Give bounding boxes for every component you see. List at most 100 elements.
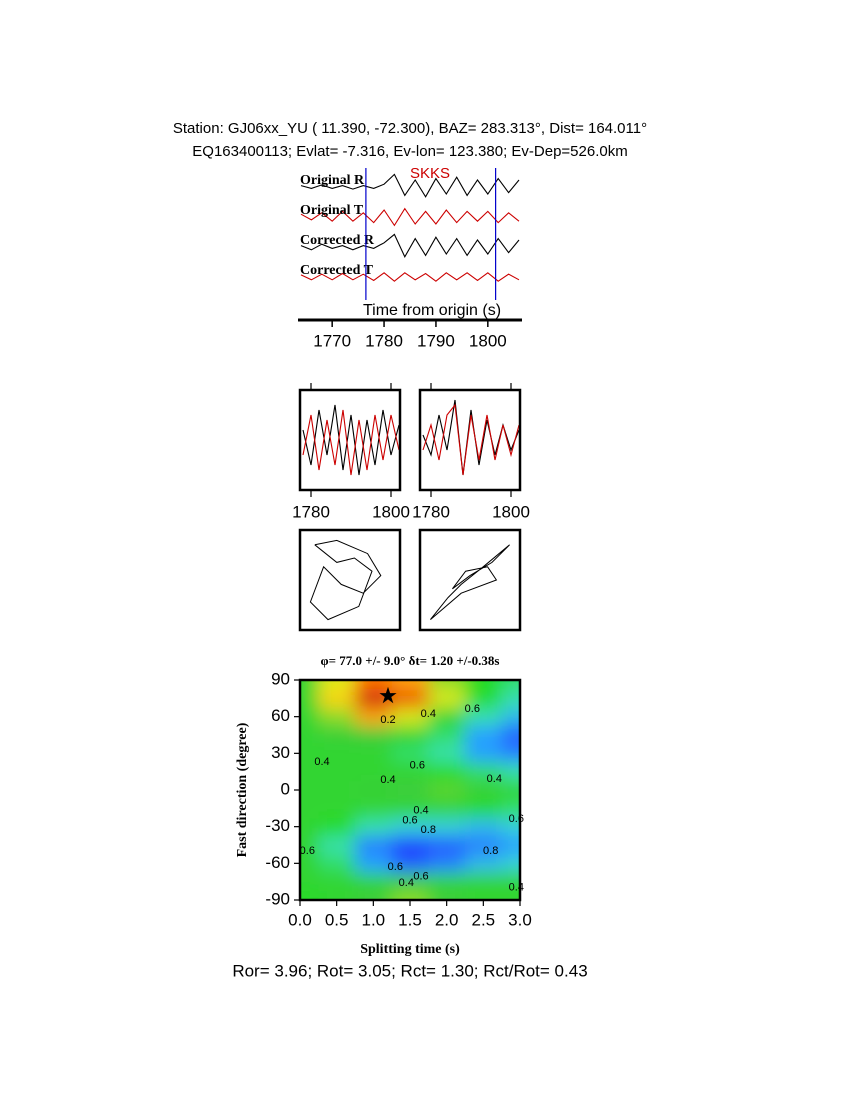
field-cell: [318, 689, 356, 709]
field-cell: [300, 890, 320, 900]
field-cell: [391, 762, 430, 782]
field-cell: [318, 799, 356, 819]
field-cell: [300, 872, 320, 892]
x-axis-label: Splitting time (s): [360, 942, 460, 957]
field-cell: [428, 762, 466, 782]
field-cell: [501, 835, 520, 856]
best-fit-star: [379, 686, 397, 704]
field-cell: [465, 725, 503, 746]
field-cell: [318, 872, 356, 892]
trace-label: Original T: [300, 203, 364, 218]
field-cell: [465, 817, 503, 837]
field-cell: [391, 744, 430, 764]
field-cell: [501, 689, 520, 709]
field-cell: [428, 680, 466, 691]
x-tick-label: 1780: [365, 331, 403, 350]
field-cell: [501, 890, 520, 900]
field-cell: [355, 835, 393, 856]
field-cell: [300, 707, 320, 727]
field-cell: [428, 707, 466, 727]
x-tick-label: 1800: [469, 331, 507, 350]
field-cell: [465, 680, 503, 691]
footer: Ror= 3.96; Rot= 3.05; Rct= 1.30; Rct/Rot…: [232, 961, 587, 980]
field-cell: [465, 780, 503, 801]
field-cell: [428, 890, 466, 900]
field-cell: [465, 689, 503, 709]
field-cell: [501, 707, 520, 727]
contour-label: 0.8: [421, 824, 436, 836]
field-cell: [428, 780, 466, 801]
field-cell: [428, 872, 466, 892]
y-tick-label: 60: [271, 706, 290, 725]
field-cell: [318, 707, 356, 727]
field-cell: [318, 817, 356, 837]
contour-label: 0.6: [413, 871, 428, 883]
field-cell: [391, 689, 430, 709]
contour-label: 0.6: [388, 861, 403, 873]
contour-label: 0.6: [509, 813, 524, 825]
field-cell: [318, 835, 356, 856]
waveform: [300, 207, 520, 227]
field-cell: [465, 744, 503, 764]
field-cell: [391, 835, 430, 856]
field-clip: [300, 680, 520, 900]
trace: [302, 404, 400, 476]
field-cell: [318, 680, 356, 691]
field-cell: [355, 854, 393, 874]
particle-motion: [309, 539, 382, 621]
field-cell: [300, 725, 320, 746]
field-cell: [318, 744, 356, 764]
field-cell: [355, 744, 393, 764]
field-cell: [355, 872, 393, 892]
waveform: [300, 272, 520, 282]
field-cell: [501, 854, 520, 874]
field-cell: [501, 817, 520, 837]
field-cell: [501, 780, 520, 801]
field-cell: [300, 835, 320, 856]
field-cell: [391, 799, 430, 819]
y-axis-label: Fast direction (degree): [235, 722, 250, 857]
contour-title: φ= 77.0 +/- 9.0° δt= 1.20 +/-0.38s: [321, 653, 500, 668]
waveform: [300, 233, 520, 258]
y-tick-label: -60: [265, 853, 290, 872]
contour-label: 0.8: [483, 845, 498, 857]
contour-label: 0.6: [300, 845, 315, 857]
field-cell: [300, 817, 320, 837]
field-cell: [355, 890, 393, 900]
field-cell: [300, 680, 320, 691]
y-tick-label: 30: [271, 743, 290, 762]
field-cell: [465, 854, 503, 874]
contour-label: 0.4: [421, 708, 436, 720]
field-cell: [300, 799, 320, 819]
field-cell: [355, 725, 393, 746]
panel-frame: [418, 388, 522, 492]
x-tick-label: 1.5: [398, 910, 422, 929]
field-cell: [501, 799, 520, 819]
trace-label: Original R: [300, 173, 365, 188]
field-cell: [391, 725, 430, 746]
y-tick-label: 90: [271, 669, 290, 688]
x-tick-label: 1.0: [362, 910, 386, 929]
x-tick-label: 0.5: [325, 910, 349, 929]
field-cell: [428, 817, 466, 837]
trace: [422, 403, 520, 476]
x-tick-label: 1770: [313, 331, 351, 350]
field-cell: [391, 780, 430, 801]
field-cell: [428, 689, 466, 709]
contour-label: 0.4: [314, 756, 329, 768]
x-tick-label: 1800: [492, 502, 530, 521]
field-cell: [300, 744, 320, 764]
field-cell: [465, 835, 503, 856]
field-cell: [465, 707, 503, 727]
field-cell: [391, 872, 430, 892]
field-cell: [318, 890, 356, 900]
field-cell: [428, 744, 466, 764]
contour-label: 0.4: [487, 773, 502, 785]
field-cell: [391, 854, 430, 874]
field-cell: [300, 762, 320, 782]
y-tick-label: 0: [281, 779, 290, 798]
x-tick-label: 2.0: [435, 910, 459, 929]
field-cell: [355, 680, 393, 691]
field-cell: [428, 725, 466, 746]
